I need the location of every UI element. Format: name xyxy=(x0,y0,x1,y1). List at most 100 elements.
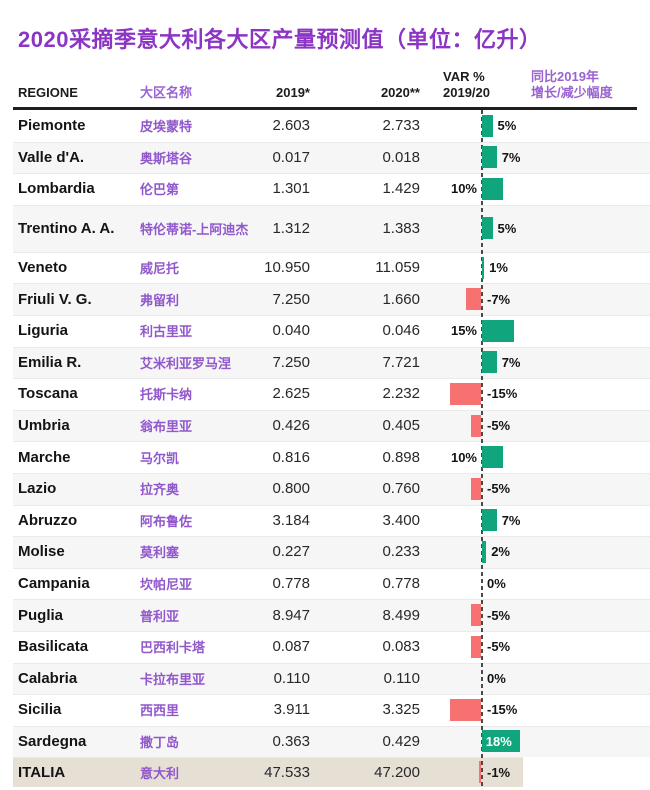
value-2020: 3.400 xyxy=(382,511,420,529)
var-bar xyxy=(470,635,481,658)
region-name-cn: 马尔凯 xyxy=(140,450,180,466)
region-name-cn: 巴西利卡塔 xyxy=(140,640,206,656)
var-bar-label: -5% xyxy=(487,481,511,497)
table-row: Sicilia 西西里 3.911 3.325 -15% xyxy=(0,694,650,726)
region-name-it: Puglia xyxy=(18,606,64,624)
value-2019: 0.800 xyxy=(272,480,310,498)
region-name-it: Trentino A. A. xyxy=(18,219,115,237)
table-row: Molise 莫利塞 0.227 0.233 2% xyxy=(0,536,650,568)
value-2019: 0.110 xyxy=(273,669,310,687)
region-name-it: Molise xyxy=(18,543,65,561)
var-bar xyxy=(470,604,481,627)
var-bar xyxy=(482,217,493,240)
header-var-pct: VAR % 2019/20 xyxy=(443,69,490,101)
row-background xyxy=(13,694,650,726)
row-background xyxy=(13,314,650,347)
var-label-left xyxy=(400,726,477,758)
value-2020: 0.898 xyxy=(382,448,420,466)
var-bar-label: -15% xyxy=(487,386,518,402)
var-bar-label: 5% xyxy=(497,220,517,236)
var-label-left xyxy=(400,663,477,695)
row-background xyxy=(13,346,650,379)
value-2020: 8.499 xyxy=(382,606,420,624)
region-name-it: Lazio xyxy=(18,480,57,498)
header-bar-column: 同比2019年 增长/减少幅度 xyxy=(531,69,613,101)
var-bar xyxy=(482,177,503,200)
var-bar-label: 0% xyxy=(487,576,506,592)
value-2020: 0.046 xyxy=(382,322,420,340)
var-label-left: 10% xyxy=(450,181,477,197)
var-bar-label: 7% xyxy=(501,354,521,370)
var-bar xyxy=(482,730,520,753)
var-bar xyxy=(482,509,497,532)
var-bar xyxy=(470,414,481,437)
table-row: Toscana 托斯卡纳 2.625 2.232 -15% xyxy=(0,378,650,410)
table-row: Sardegna 撒丁岛 0.363 0.429 18% xyxy=(0,725,650,758)
var-label-left xyxy=(400,347,477,379)
region-name-it: Veneto xyxy=(18,259,68,277)
region-name-cn: 皮埃蒙特 xyxy=(140,119,193,135)
table-row: Abruzzo 阿布鲁佐 3.184 3.400 7% xyxy=(0,504,650,537)
table-row: Campania 坎帕尼亚 0.778 0.778 0% xyxy=(0,567,650,600)
table-row: Umbria 翁布里亚 0.426 0.405 -5% xyxy=(0,409,650,442)
var-bar xyxy=(482,351,497,374)
var-label-left xyxy=(400,473,477,505)
value-2020: 0.233 xyxy=(382,543,420,561)
region-name-cn: 伦巴第 xyxy=(140,182,180,198)
value-2019: 2.625 xyxy=(272,385,310,403)
table-row: Lazio 拉齐奥 0.800 0.760 -5% xyxy=(0,472,650,505)
value-2020: 1.660 xyxy=(382,290,420,308)
region-name-cn: 托斯卡纳 xyxy=(140,387,193,403)
var-bar xyxy=(482,146,497,169)
var-label-left xyxy=(400,410,477,442)
region-name-it: Campania xyxy=(18,575,90,593)
var-label-left xyxy=(400,536,477,568)
header-bar-line2: 增长/减少幅度 xyxy=(531,85,613,100)
value-2019: 0.816 xyxy=(272,448,310,466)
row-background xyxy=(13,141,650,174)
var-label-left xyxy=(400,568,477,600)
var-bar xyxy=(470,477,481,500)
table-row: Liguria 利古里亚 0.040 0.046 15% xyxy=(0,314,650,347)
var-label-left xyxy=(400,252,477,284)
row-background xyxy=(13,504,650,537)
table-row: Piemonte 皮埃蒙特 2.603 2.733 5% xyxy=(0,110,650,142)
value-2019: 8.947 xyxy=(272,606,310,624)
var-bar xyxy=(466,288,481,311)
var-label-left xyxy=(400,205,477,252)
region-name-cn: 特伦蒂诺-上阿迪杰 xyxy=(140,221,249,237)
value-2019: 7.250 xyxy=(272,290,310,308)
value-2019: 0.778 xyxy=(272,575,310,593)
header-regione: REGIONE xyxy=(18,85,78,100)
region-name-it: Valle d'A. xyxy=(18,148,85,166)
value-2020: 0.405 xyxy=(382,417,420,435)
region-name-it: ITALIA xyxy=(18,763,66,781)
row-background xyxy=(13,441,650,473)
region-name-cn: 坎帕尼亚 xyxy=(140,577,193,593)
region-name-cn: 艾米利亚罗马涅 xyxy=(140,355,232,371)
var-bar xyxy=(478,761,481,784)
value-2020: 0.018 xyxy=(382,148,420,166)
row-background xyxy=(13,283,650,315)
table-header: REGIONE 大区名称 2019* 2020** VAR % 2019/20 … xyxy=(0,60,650,110)
var-bar-label: -5% xyxy=(487,607,511,623)
row-background xyxy=(13,630,650,663)
value-2020: 11.059 xyxy=(375,259,420,277)
var-bar-label: -5% xyxy=(487,418,511,434)
value-2020: 1.429 xyxy=(382,180,420,198)
value-2019: 1.301 xyxy=(272,180,310,198)
value-2019: 0.017 xyxy=(272,148,310,166)
region-name-it: Sardegna xyxy=(18,732,87,750)
region-name-cn: 威尼托 xyxy=(140,261,180,277)
region-name-cn: 奥斯塔谷 xyxy=(140,150,193,166)
value-2020: 3.325 xyxy=(382,701,420,719)
region-name-cn: 西西里 xyxy=(140,703,180,719)
var-bar-label: -7% xyxy=(487,291,511,307)
region-name-it: Liguria xyxy=(18,322,69,340)
value-2020: 0.760 xyxy=(382,480,420,498)
value-2019: 7.250 xyxy=(272,353,310,371)
var-label-left xyxy=(400,757,477,787)
var-bar-label: 18% xyxy=(485,733,512,749)
header-region-cn: 大区名称 xyxy=(140,85,193,100)
